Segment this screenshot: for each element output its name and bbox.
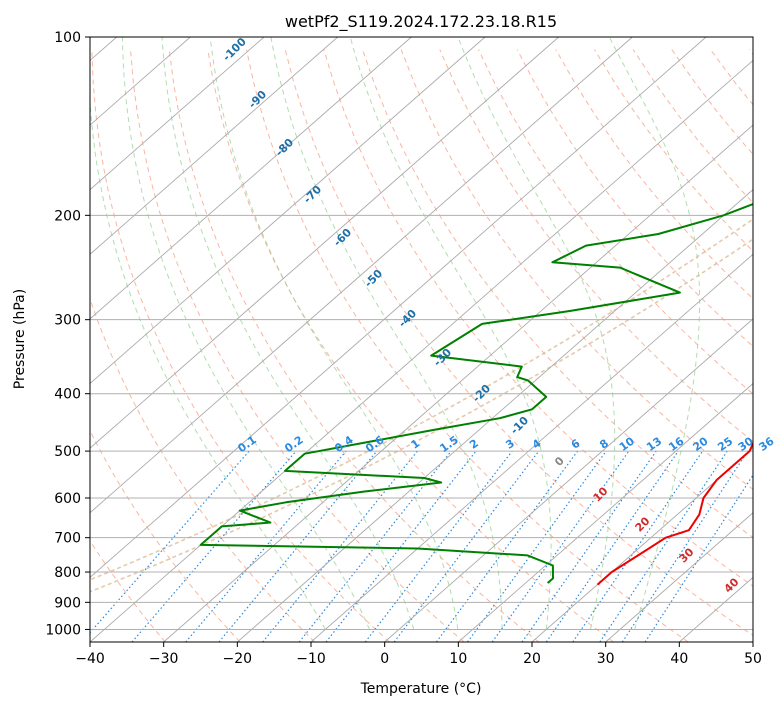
dry-adiabat-line bbox=[90, 297, 316, 642]
dry-adiabat-line bbox=[91, 49, 390, 642]
isotherm-line bbox=[90, 37, 338, 255]
isotherm-line bbox=[90, 37, 559, 449]
isotherm-line bbox=[163, 124, 753, 642]
y-tick-label: 400 bbox=[54, 387, 81, 403]
x-tick-label: 30 bbox=[597, 651, 615, 667]
mixing-ratio-line bbox=[521, 450, 657, 642]
x-axis: −40 −30 −20 −10 0 10 20 30 40 50 bbox=[75, 642, 762, 667]
isotherm-line bbox=[310, 253, 753, 642]
dry-adiabat-line bbox=[323, 49, 753, 587]
dewpoint-profile-line bbox=[199, 203, 753, 584]
mixing-ratio-line bbox=[572, 450, 704, 642]
moist-adiabat-line bbox=[121, 37, 370, 630]
isotherm-line bbox=[458, 382, 753, 642]
y-axis-label: Pressure (hPa) bbox=[12, 289, 28, 389]
x-tick-label: −10 bbox=[296, 651, 326, 667]
x-tick-label: −40 bbox=[75, 651, 105, 667]
y-tick-label: 700 bbox=[54, 531, 81, 547]
mixing-ratio-line bbox=[325, 450, 477, 642]
mixing-ratio-line bbox=[491, 450, 630, 642]
y-axis: 100 200 300 400 500 600 700 800 900 1000 bbox=[45, 30, 90, 638]
y-tick-label: 300 bbox=[54, 313, 81, 329]
isotherm-line bbox=[384, 318, 753, 642]
dry-adiabat-line bbox=[90, 429, 241, 642]
moist-adiabat-line bbox=[209, 37, 459, 630]
y-tick-label: 200 bbox=[54, 208, 81, 224]
mixing-ratio-line bbox=[545, 450, 679, 642]
plot-frame bbox=[89, 36, 754, 643]
x-tick-label: 50 bbox=[744, 651, 762, 667]
mixing-ratio-line bbox=[218, 450, 378, 642]
isotherm-line bbox=[90, 37, 633, 514]
isotherm-line bbox=[237, 189, 753, 642]
dry-adiabat-line bbox=[362, 49, 753, 539]
isotherm-line bbox=[531, 447, 753, 642]
moist-adiabat-line bbox=[270, 37, 503, 630]
moist-adiabat-line bbox=[349, 37, 552, 630]
isotherm-line bbox=[90, 37, 412, 320]
mixing-ratio-line bbox=[467, 450, 607, 642]
moist-adiabat-line bbox=[161, 37, 415, 630]
moist-adiabat-line bbox=[457, 37, 616, 630]
temperature-profile-line bbox=[596, 441, 753, 586]
isotherm-line bbox=[90, 37, 265, 191]
x-tick-label: −20 bbox=[223, 651, 253, 667]
dry-adiabat-line bbox=[130, 49, 465, 642]
mixing-ratio-line bbox=[644, 474, 753, 642]
chart-title: wetPf2_S119.2024.172.23.18.R15 bbox=[285, 12, 557, 32]
dry-adiabat-line bbox=[168, 49, 540, 642]
isotherm-line bbox=[605, 512, 753, 642]
x-tick-label: 10 bbox=[449, 651, 467, 667]
mixing-ratio-label: 36 bbox=[757, 434, 775, 454]
x-tick-label: 0 bbox=[380, 651, 389, 667]
dry-adiabat-line bbox=[284, 49, 753, 636]
x-axis-label: Temperature (°C) bbox=[360, 681, 482, 697]
x-tick-label: −30 bbox=[149, 651, 179, 667]
mixing-ratio-line bbox=[298, 450, 452, 642]
mixing-ratio-line bbox=[262, 450, 418, 642]
dry-adiabat-line bbox=[439, 49, 753, 443]
y-tick-label: 1000 bbox=[45, 622, 81, 638]
x-tick-label: 20 bbox=[523, 651, 541, 667]
dry-adiabat-line bbox=[478, 49, 753, 395]
y-tick-label: 600 bbox=[54, 491, 81, 507]
series-group bbox=[199, 203, 753, 586]
isotherm-line bbox=[90, 37, 707, 578]
dry-adiabat-line bbox=[400, 49, 753, 490]
y-tick-label: 900 bbox=[54, 595, 81, 611]
grid bbox=[90, 37, 753, 642]
y-tick-label: 500 bbox=[54, 444, 81, 460]
mixing-ratio-line bbox=[364, 450, 513, 642]
dry-adiabat-line bbox=[246, 49, 689, 642]
y-tick-label: 100 bbox=[54, 30, 81, 46]
x-tick-label: 40 bbox=[670, 651, 688, 667]
background-lines bbox=[90, 37, 753, 642]
moist-adiabat-line bbox=[90, 94, 326, 630]
isotherm-line bbox=[90, 37, 486, 385]
moist-adiabat-line bbox=[608, 37, 701, 630]
y-tick-label: 800 bbox=[54, 565, 81, 581]
